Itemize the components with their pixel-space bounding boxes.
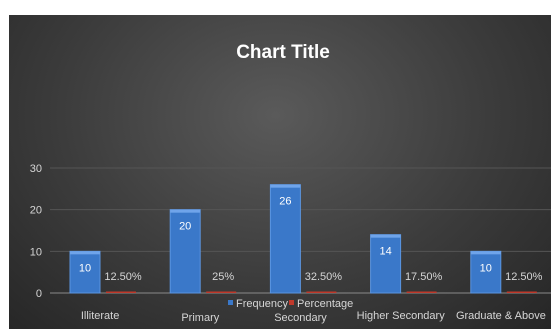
- y-axis-ticks: 0 10 20 30: [30, 163, 42, 300]
- bar-highlight: [270, 185, 300, 188]
- frequency-data-label: 26: [279, 196, 291, 208]
- percentage-data-label: 32.50%: [305, 271, 343, 283]
- left-strip: [0, 0, 9, 329]
- y-tick-label: 30: [30, 163, 42, 175]
- bar-highlight: [371, 235, 401, 238]
- bar-highlight: [70, 251, 100, 254]
- bar-highlight: [170, 210, 200, 213]
- bar-highlight: [471, 251, 501, 254]
- percentage-bar: [407, 292, 437, 294]
- x-category-label: Secondary: [274, 312, 327, 324]
- x-category-label: Illiterate: [81, 310, 120, 322]
- bars: 10 12.50% 20 25% 26 32.50% 14 17.50% 10 12.50%: [70, 185, 543, 293]
- top-strip: [0, 0, 551, 15]
- frequency-data-label: 10: [480, 262, 492, 274]
- percentage-bar: [507, 292, 537, 294]
- legend-swatch: [289, 300, 294, 305]
- x-axis-labels: Illiterate Primary Secondary Higher Seconda…: [81, 310, 546, 324]
- legend: Frequency Percentage: [228, 298, 353, 310]
- x-category-label: Higher Secondary: [357, 310, 446, 322]
- percentage-bar: [206, 292, 236, 294]
- percentage-bar: [106, 292, 136, 294]
- x-category-label: Graduate & Above: [456, 310, 546, 322]
- y-tick-label: 20: [30, 205, 42, 217]
- legend-label: Frequency: [236, 298, 288, 310]
- frequency-data-label: 10: [79, 262, 91, 274]
- frequency-data-label: 20: [179, 221, 191, 233]
- percentage-data-label: 12.50%: [505, 271, 543, 283]
- percentage-bar: [306, 292, 336, 294]
- frequency-data-label: 14: [379, 246, 391, 258]
- legend-swatch: [228, 300, 233, 305]
- frequency-bar: [371, 235, 401, 293]
- x-category-label: Primary: [181, 312, 219, 324]
- percentage-data-label: 17.50%: [405, 271, 443, 283]
- percentage-data-label: 25%: [212, 271, 234, 283]
- legend-label: Percentage: [297, 298, 353, 310]
- y-tick-label: 10: [30, 246, 42, 258]
- chart-title: Chart Title: [236, 42, 330, 63]
- percentage-data-label: 12.50%: [104, 271, 142, 283]
- y-tick-label: 0: [36, 288, 42, 300]
